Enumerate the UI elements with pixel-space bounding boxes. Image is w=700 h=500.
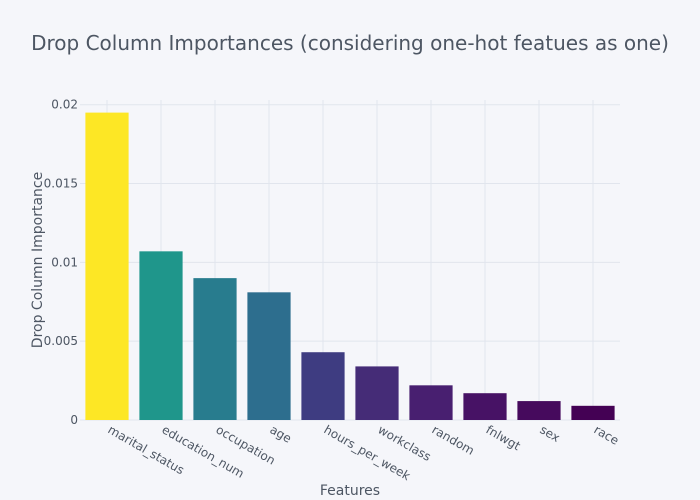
bar-age[interactable] (247, 292, 291, 420)
y-axis-title: Drop Column Importance (30, 172, 46, 348)
bar-marital_status[interactable] (85, 112, 129, 420)
bar-random[interactable] (409, 385, 453, 420)
bar-occupation[interactable] (193, 278, 237, 420)
bar-fnlwgt[interactable] (463, 393, 507, 420)
bar-education_num[interactable] (139, 251, 183, 420)
x-tick-label: age (268, 422, 294, 445)
bar-workclass[interactable] (355, 366, 399, 420)
y-axis-ticks: 0 0.005 0.01 0.015 0.02 (44, 98, 78, 427)
bars (85, 112, 615, 420)
y-tick-label: 0.01 (51, 255, 78, 269)
x-tick-label: random (430, 422, 477, 457)
y-tick-label: 0.02 (51, 98, 78, 112)
y-tick-label: 0 (70, 413, 78, 427)
x-tick-label: sex (538, 422, 563, 444)
x-tick-label: race (592, 422, 622, 447)
bar-hours_per_week[interactable] (301, 352, 345, 420)
chart-title: Drop Column Importances (considering one… (31, 31, 669, 55)
y-tick-label: 0.005 (44, 334, 78, 348)
vertical-gridlines (106, 100, 594, 420)
bar-sex[interactable] (517, 401, 561, 420)
x-tick-label: fnlwgt (484, 422, 524, 453)
bar-race[interactable] (571, 405, 615, 420)
x-axis-ticks: marital_statuseducation_numoccupationage… (106, 422, 622, 483)
y-tick-label: 0.015 (44, 177, 78, 191)
x-axis-title: Features (320, 483, 380, 499)
